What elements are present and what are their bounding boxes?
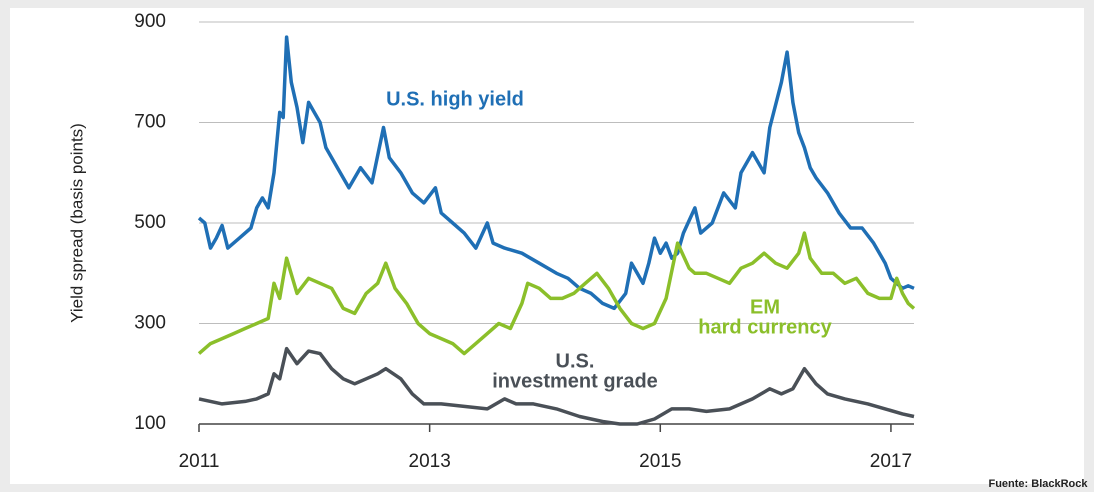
series-line bbox=[197, 231, 916, 356]
y-tick-label: 700 bbox=[134, 112, 166, 133]
y-tick-label: 100 bbox=[134, 413, 166, 434]
x-tick-label: 2015 bbox=[639, 451, 681, 472]
y-tick-label: 500 bbox=[134, 212, 166, 233]
panel bbox=[10, 8, 1084, 484]
y-tick-label: 300 bbox=[134, 313, 166, 334]
series-label: hard currency bbox=[698, 316, 832, 338]
x-tick-label: 2011 bbox=[179, 451, 220, 472]
series-label: EM bbox=[750, 296, 780, 318]
series-line bbox=[198, 346, 915, 426]
series-label: U.S. high yield bbox=[386, 88, 524, 110]
series-label: investment grade bbox=[492, 370, 658, 392]
x-tick-label: 2013 bbox=[409, 451, 451, 472]
x-tick-label: 2017 bbox=[870, 451, 912, 472]
y-tick-label: 900 bbox=[134, 11, 166, 32]
series-line bbox=[197, 35, 915, 311]
y-axis-label: Yield spread (basis points) bbox=[67, 123, 86, 323]
series-label: U.S. bbox=[556, 350, 595, 372]
source: Fuente: BlackRock bbox=[988, 478, 1088, 490]
